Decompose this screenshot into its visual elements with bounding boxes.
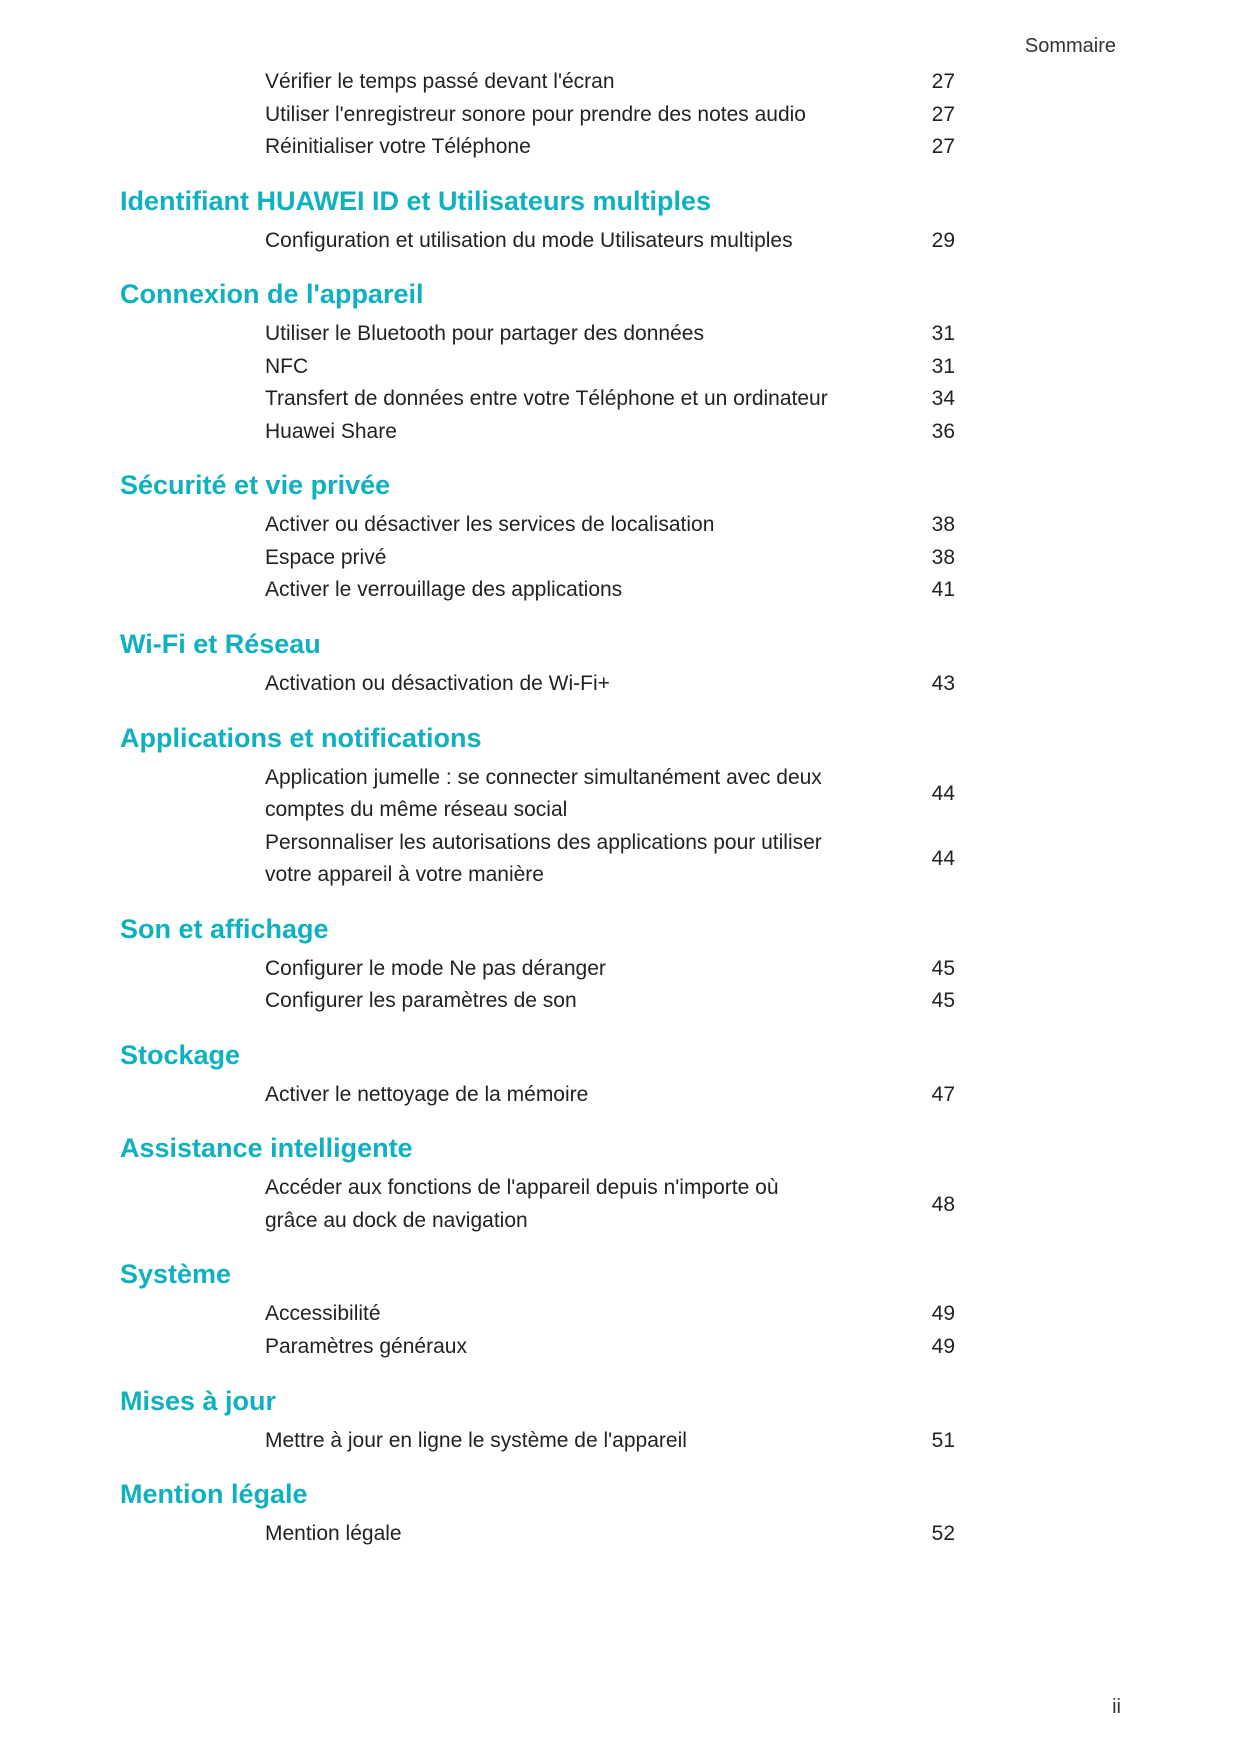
toc-item-page: 52: [835, 1518, 965, 1551]
section-heading[interactable]: Sécurité et vie privée: [120, 470, 1121, 501]
toc-item-label: Huawei Share: [265, 416, 835, 449]
toc-page: Sommaire Vérifier le temps passé devant …: [0, 0, 1241, 1754]
toc-item-label: Activation ou désactivation de Wi-Fi+: [265, 668, 835, 701]
toc-row[interactable]: NFC31: [120, 351, 1121, 384]
toc-row[interactable]: Personnaliser les autorisations des appl…: [120, 827, 1121, 892]
toc-item-label: Vérifier le temps passé devant l'écran: [265, 66, 835, 99]
toc-row[interactable]: Transfert de données entre votre Télépho…: [120, 383, 1121, 416]
section-heading[interactable]: Applications et notifications: [120, 723, 1121, 754]
toc-row[interactable]: Accessibilité49: [120, 1298, 1121, 1331]
toc-item-label: Accéder aux fonctions de l'appareil depu…: [265, 1172, 835, 1237]
page-number: ii: [1112, 1696, 1121, 1719]
toc-item-label: Accessibilité: [265, 1298, 835, 1331]
toc-row[interactable]: Réinitialiser votre Téléphone27: [120, 131, 1121, 164]
toc-row[interactable]: Utiliser l'enregistreur sonore pour pren…: [120, 99, 1121, 132]
toc-row[interactable]: Espace privé38: [120, 542, 1121, 575]
toc-item-label: Activer le verrouillage des applications: [265, 574, 835, 607]
toc-item-page: 45: [835, 985, 965, 1018]
toc-item-page: 44: [835, 843, 965, 876]
toc-item-label: Mention légale: [265, 1518, 835, 1551]
toc-item-page: 34: [835, 383, 965, 416]
toc-item-page: 27: [835, 131, 965, 164]
toc-item-page: 43: [835, 668, 965, 701]
toc-item-page: 29: [835, 225, 965, 258]
toc-item-label: Espace privé: [265, 542, 835, 575]
header-label: Sommaire: [120, 35, 1121, 58]
toc-row[interactable]: Huawei Share36: [120, 416, 1121, 449]
toc-item-page: 45: [835, 953, 965, 986]
toc-row[interactable]: Paramètres généraux49: [120, 1331, 1121, 1364]
toc-item-label: Mettre à jour en ligne le système de l'a…: [265, 1425, 835, 1458]
toc-item-label: Utiliser l'enregistreur sonore pour pren…: [265, 99, 835, 132]
toc-item-label: Configuration et utilisation du mode Uti…: [265, 225, 835, 258]
toc-item-label: Transfert de données entre votre Télépho…: [265, 383, 835, 416]
toc-item-page: 38: [835, 542, 965, 575]
toc-item-label: Configurer le mode Ne pas déranger: [265, 953, 835, 986]
toc-row[interactable]: Mettre à jour en ligne le système de l'a…: [120, 1425, 1121, 1458]
toc-item-label: NFC: [265, 351, 835, 384]
section-heading[interactable]: Identifiant HUAWEI ID et Utilisateurs mu…: [120, 186, 1121, 217]
toc-item-page: 27: [835, 66, 965, 99]
toc-item-page: 36: [835, 416, 965, 449]
toc-item-page: 31: [835, 351, 965, 384]
toc-item-label: Configurer les paramètres de son: [265, 985, 835, 1018]
toc-row[interactable]: Configurer les paramètres de son45: [120, 985, 1121, 1018]
toc-item-page: 31: [835, 318, 965, 351]
toc-item-label: Réinitialiser votre Téléphone: [265, 131, 835, 164]
section-heading[interactable]: Wi-Fi et Réseau: [120, 629, 1121, 660]
toc-item-label: Activer le nettoyage de la mémoire: [265, 1079, 835, 1112]
toc-container: Vérifier le temps passé devant l'écran27…: [120, 66, 1121, 1551]
toc-row[interactable]: Mention légale52: [120, 1518, 1121, 1551]
toc-row[interactable]: Activation ou désactivation de Wi-Fi+43: [120, 668, 1121, 701]
toc-row[interactable]: Configuration et utilisation du mode Uti…: [120, 225, 1121, 258]
toc-item-label: Paramètres généraux: [265, 1331, 835, 1364]
toc-item-page: 27: [835, 99, 965, 132]
section-heading[interactable]: Son et affichage: [120, 914, 1121, 945]
section-heading[interactable]: Mises à jour: [120, 1386, 1121, 1417]
toc-row[interactable]: Configurer le mode Ne pas déranger45: [120, 953, 1121, 986]
toc-row[interactable]: Activer le verrouillage des applications…: [120, 574, 1121, 607]
toc-row[interactable]: Activer ou désactiver les services de lo…: [120, 509, 1121, 542]
toc-row[interactable]: Vérifier le temps passé devant l'écran27: [120, 66, 1121, 99]
toc-row[interactable]: Application jumelle : se connecter simul…: [120, 762, 1121, 827]
toc-item-page: 47: [835, 1079, 965, 1112]
toc-row[interactable]: Activer le nettoyage de la mémoire47: [120, 1079, 1121, 1112]
toc-item-page: 48: [835, 1189, 965, 1222]
toc-item-label: Personnaliser les autorisations des appl…: [265, 827, 835, 892]
toc-item-page: 41: [835, 574, 965, 607]
toc-item-label: Activer ou désactiver les services de lo…: [265, 509, 835, 542]
toc-item-label: Utiliser le Bluetooth pour partager des …: [265, 318, 835, 351]
section-heading[interactable]: Assistance intelligente: [120, 1133, 1121, 1164]
toc-item-page: 38: [835, 509, 965, 542]
section-heading[interactable]: Mention légale: [120, 1479, 1121, 1510]
toc-item-page: 51: [835, 1425, 965, 1458]
toc-item-label: Application jumelle : se connecter simul…: [265, 762, 835, 827]
section-heading[interactable]: Stockage: [120, 1040, 1121, 1071]
toc-item-page: 49: [835, 1298, 965, 1331]
toc-row[interactable]: Utiliser le Bluetooth pour partager des …: [120, 318, 1121, 351]
section-heading[interactable]: Connexion de l'appareil: [120, 279, 1121, 310]
section-heading[interactable]: Système: [120, 1259, 1121, 1290]
toc-item-page: 49: [835, 1331, 965, 1364]
toc-row[interactable]: Accéder aux fonctions de l'appareil depu…: [120, 1172, 1121, 1237]
toc-item-page: 44: [835, 778, 965, 811]
